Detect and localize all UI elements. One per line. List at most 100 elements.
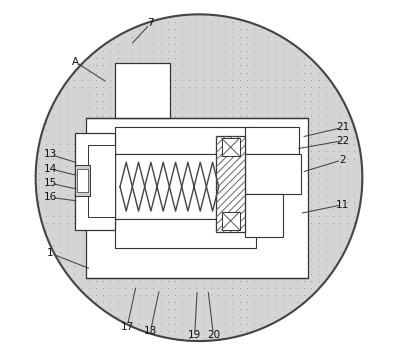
Point: [186, 258, 193, 264]
Point: [236, 235, 243, 241]
Point: [114, 84, 121, 90]
Point: [169, 137, 175, 143]
Point: [322, 134, 329, 140]
Point: [121, 106, 128, 111]
Point: [351, 149, 358, 154]
Point: [215, 201, 221, 206]
Point: [301, 256, 307, 262]
Point: [172, 242, 178, 248]
Point: [143, 27, 149, 32]
Point: [215, 251, 221, 257]
Point: [129, 185, 135, 190]
Point: [129, 84, 135, 90]
Point: [93, 158, 99, 163]
Point: [244, 299, 250, 305]
Point: [179, 272, 185, 278]
Point: [172, 149, 178, 154]
Point: [143, 235, 149, 241]
Point: [71, 70, 78, 75]
Point: [301, 237, 307, 242]
Point: [201, 55, 207, 61]
Point: [93, 113, 99, 118]
Point: [157, 19, 164, 25]
Point: [279, 264, 286, 269]
Point: [222, 141, 228, 147]
Point: [229, 149, 236, 154]
Point: [287, 62, 293, 68]
Point: [150, 218, 157, 224]
Point: [229, 150, 236, 156]
Point: [337, 156, 343, 162]
Point: [57, 170, 63, 176]
Text: 18: 18: [144, 326, 157, 336]
Point: [265, 222, 271, 228]
Point: [344, 127, 351, 133]
Point: [230, 149, 236, 155]
Point: [258, 251, 264, 257]
Point: [136, 98, 142, 104]
Point: [308, 77, 314, 83]
Point: [193, 127, 200, 133]
Point: [157, 91, 164, 97]
Point: [143, 213, 149, 219]
Point: [129, 170, 135, 176]
Point: [279, 106, 286, 111]
Point: [100, 98, 106, 104]
Point: [199, 224, 206, 230]
Point: [215, 172, 221, 178]
Point: [181, 224, 187, 230]
Point: [351, 163, 358, 169]
Point: [201, 19, 207, 25]
Point: [224, 218, 230, 224]
Point: [129, 265, 135, 271]
Point: [179, 19, 185, 25]
Point: [229, 156, 236, 162]
Point: [143, 106, 149, 111]
Point: [272, 122, 279, 127]
Point: [259, 127, 265, 133]
Point: [193, 19, 200, 25]
Point: [272, 208, 279, 214]
Point: [272, 113, 279, 118]
Point: [143, 199, 149, 205]
Point: [330, 149, 336, 154]
Point: [265, 201, 271, 206]
Point: [294, 172, 300, 178]
Point: [93, 141, 99, 147]
Point: [265, 143, 271, 149]
Point: [287, 150, 293, 156]
Point: [114, 77, 121, 83]
Point: [258, 271, 264, 276]
Point: [121, 120, 128, 126]
Point: [308, 127, 314, 133]
Point: [294, 165, 300, 171]
Point: [121, 264, 128, 269]
Point: [136, 186, 142, 192]
Point: [287, 222, 293, 228]
Point: [57, 206, 63, 212]
Point: [193, 251, 200, 257]
Point: [251, 27, 257, 32]
Point: [179, 91, 185, 97]
Point: [136, 307, 142, 312]
Point: [337, 256, 343, 262]
Point: [132, 218, 139, 224]
Point: [172, 328, 178, 334]
Point: [236, 98, 243, 104]
Point: [301, 292, 307, 298]
Point: [287, 185, 293, 190]
Point: [121, 143, 128, 149]
Point: [315, 249, 322, 255]
Point: [107, 264, 113, 269]
Point: [308, 285, 314, 291]
Point: [208, 285, 214, 291]
Point: [64, 170, 70, 176]
Point: [279, 206, 286, 212]
Point: [86, 149, 92, 154]
Point: [93, 206, 99, 212]
Point: [136, 120, 142, 126]
Point: [208, 242, 214, 248]
Point: [186, 19, 193, 25]
Point: [186, 185, 193, 190]
Point: [236, 27, 243, 32]
